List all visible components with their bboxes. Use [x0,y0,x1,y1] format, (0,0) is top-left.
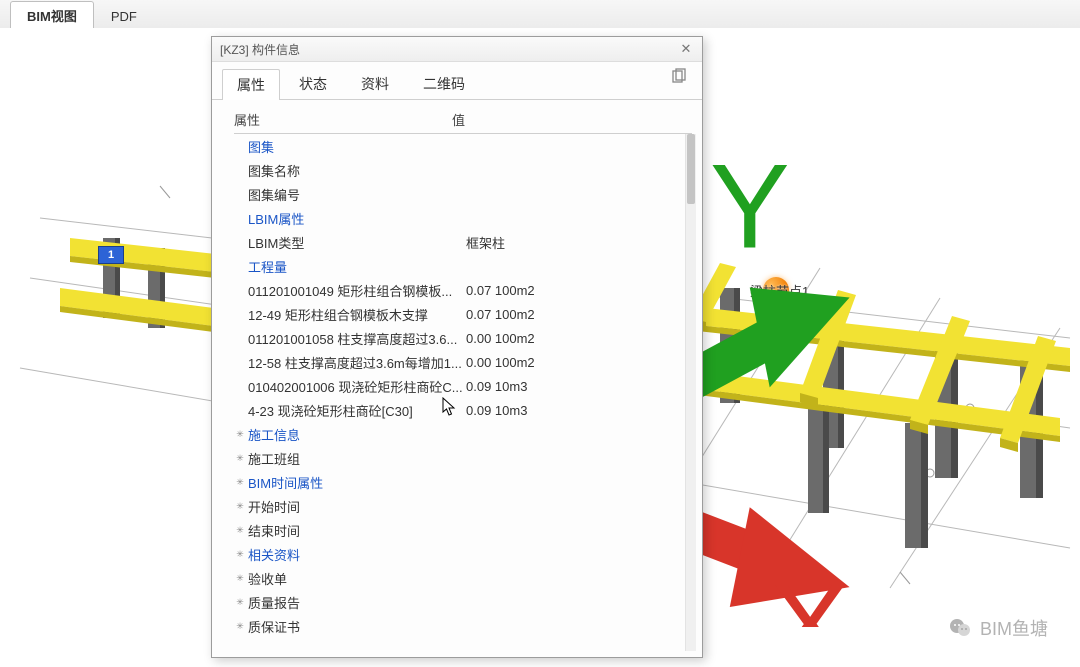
property-key: 开始时间 [248,497,466,516]
property-value: 0.00 100m2 [466,355,698,370]
property-key: 图集 [248,137,466,156]
property-key: 结束时间 [248,521,466,540]
copy-icon[interactable] [670,68,688,86]
property-key: LBIM类型 [248,233,466,252]
property-value: 0.07 100m2 [466,283,698,298]
property-value: 0.00 100m2 [466,331,698,346]
property-key: 12-49 矩形柱组合钢模板木支撑 [248,305,466,324]
watermark: BIM鱼塘 [948,615,1048,641]
property-row[interactable]: 12-58 柱支撑高度超过3.6m每增加1...0.00 100m2 [222,350,698,374]
svg-text:X: X [770,560,850,627]
property-key: 011201001049 矩形柱组合钢模板... [248,281,466,300]
property-row[interactable]: ✳施工信息 [222,422,698,446]
dialog-tab-status[interactable]: 状态 [284,68,342,99]
dialog-titlebar[interactable]: [KZ3] 构件信息 ✕ [212,37,702,62]
property-row[interactable]: ✳质量报告 [222,590,698,614]
property-key: 相关资料 [248,545,466,564]
property-key: 12-58 柱支撑高度超过3.6m每增加1... [248,353,466,372]
property-row[interactable]: 4-23 现浇砼矩形柱商砼[C30]0.09 10m3 [222,398,698,422]
property-row[interactable]: ✳相关资料 [222,542,698,566]
expander-icon[interactable]: ✳ [234,453,246,464]
property-key: 4-23 现浇砼矩形柱商砼[C30] [248,401,466,420]
grid-body: 图集图集名称图集编号LBIM属性LBIM类型框架柱工程量011201001049… [222,134,698,651]
component-info-dialog: [KZ3] 构件信息 ✕ 属性 状态 资料 二维码 属性 值 图集图集名称图集编… [211,36,703,658]
expander-icon[interactable]: ✳ [234,501,246,512]
close-icon[interactable]: ✕ [678,41,694,57]
property-key: 010402001006 现浇砼矩形柱商砼C... [248,377,466,396]
scroll-thumb[interactable] [687,134,695,204]
dialog-tab-data[interactable]: 资料 [346,68,404,99]
expander-icon[interactable]: ✳ [234,621,246,632]
property-key: 施工信息 [248,425,466,444]
watermark-text: BIM鱼塘 [980,615,1048,641]
expander-icon[interactable]: ✳ [234,429,246,440]
expander-icon[interactable]: ✳ [234,573,246,584]
svg-text:Y: Y [710,141,790,274]
column-value: 值 [452,110,692,129]
property-row[interactable]: ✳BIM时间属性 [222,470,698,494]
property-value: 框架柱 [466,233,698,252]
property-key: 验收单 [248,569,466,588]
scrollbar[interactable] [685,134,696,651]
dialog-tab-properties[interactable]: 属性 [222,69,280,100]
property-row[interactable]: 图集名称 [222,158,698,182]
property-key: 图集名称 [248,161,466,180]
dialog-tabs: 属性 状态 资料 二维码 [212,62,702,100]
expander-icon[interactable]: ✳ [234,525,246,536]
property-value: 0.09 10m3 [466,403,698,418]
property-key: 质保证书 [248,617,466,636]
property-key: 图集编号 [248,185,466,204]
expander-icon[interactable]: ✳ [234,597,246,608]
property-key: LBIM属性 [248,209,466,228]
property-row[interactable]: ✳结束时间 [222,518,698,542]
property-key: 施工班组 [248,449,466,468]
property-value: 0.09 10m3 [466,379,698,394]
property-key: 质量报告 [248,593,466,612]
property-row[interactable]: 12-49 矩形柱组合钢模板木支撑0.07 100m2 [222,302,698,326]
property-row[interactable]: 011201001058 柱支撑高度超过3.6...0.00 100m2 [222,326,698,350]
property-key: BIM时间属性 [248,473,466,492]
property-row[interactable]: 图集编号 [222,182,698,206]
property-row[interactable]: 图集 [222,134,698,158]
property-row[interactable]: 010402001006 现浇砼矩形柱商砼C...0.09 10m3 [222,374,698,398]
expander-icon[interactable]: ✳ [234,477,246,488]
property-row[interactable]: ✳施工班组 [222,446,698,470]
property-row[interactable]: ✳开始时间 [222,494,698,518]
property-key: 011201001058 柱支撑高度超过3.6... [248,329,466,348]
dialog-title: [KZ3] 构件信息 [220,41,678,58]
column-key: 属性 [234,110,452,129]
expander-icon[interactable]: ✳ [234,549,246,560]
property-row[interactable]: 011201001049 矩形柱组合钢模板...0.07 100m2 [222,278,698,302]
property-key: 工程量 [248,257,466,276]
property-value: 0.07 100m2 [466,307,698,322]
property-row[interactable]: LBIM属性 [222,206,698,230]
property-row[interactable]: LBIM类型框架柱 [222,230,698,254]
grid-header: 属性 值 [234,106,692,134]
property-row[interactable]: ✳质保证书 [222,614,698,638]
wechat-icon [948,616,972,640]
property-row[interactable]: ✳验收单 [222,566,698,590]
property-row[interactable]: 工程量 [222,254,698,278]
dialog-tab-qrcode[interactable]: 二维码 [408,68,480,99]
